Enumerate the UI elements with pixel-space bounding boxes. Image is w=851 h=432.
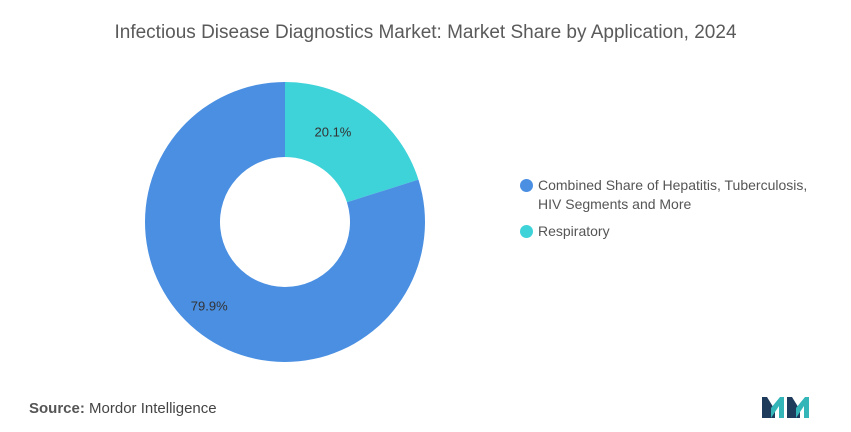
donut-slice-0[interactable] <box>285 82 419 203</box>
donut-slice-1[interactable] <box>145 81 425 362</box>
legend-swatch-respiratory <box>520 225 533 238</box>
legend-label-combined: Combined Share of Hepatitis, Tuberculosi… <box>538 177 808 212</box>
mordor-intelligence-logo-icon <box>762 397 809 418</box>
donut-labels: 20.1% 79.9% <box>191 124 352 313</box>
source-label: Source: <box>29 400 85 417</box>
donut-slice-label-1: 79.9% <box>191 299 228 314</box>
source-note: Source: Mordor Intelligence <box>29 400 217 417</box>
legend-item-respiratory[interactable]: Respiratory <box>520 222 820 241</box>
source-value: Mordor Intelligence <box>89 400 217 417</box>
legend-label-respiratory: Respiratory <box>538 223 610 239</box>
chart-legend: Combined Share of Hepatitis, Tuberculosi… <box>520 176 820 249</box>
donut-slices <box>145 81 425 362</box>
legend-item-combined[interactable]: Combined Share of Hepatitis, Tuberculosi… <box>520 176 820 214</box>
donut-slice-label-0: 20.1% <box>315 124 352 139</box>
chart-title: Infectious Disease Diagnostics Market: M… <box>114 22 737 43</box>
legend-swatch-combined <box>520 179 533 192</box>
